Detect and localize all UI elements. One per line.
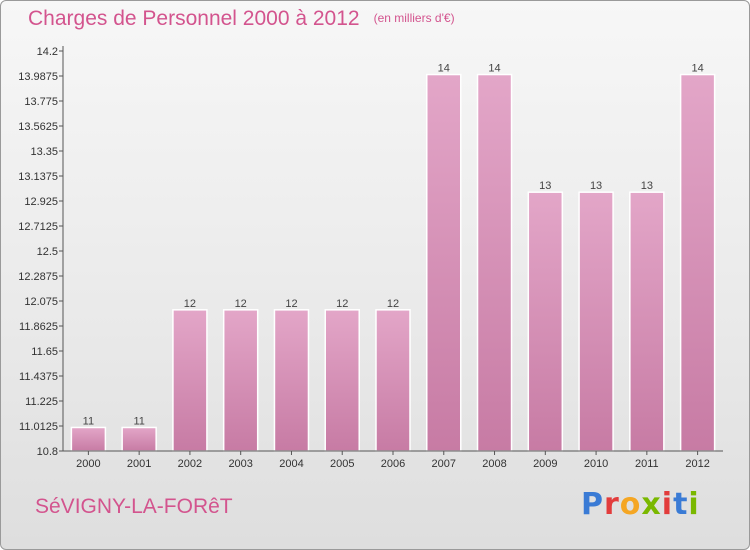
logo-letter: i (688, 487, 700, 522)
y-tick-label: 10.8 (37, 446, 58, 458)
y-tick-label: 13.1375 (18, 171, 58, 183)
y-tick-label: 11.65 (31, 346, 58, 358)
data-label: 12 (184, 298, 196, 310)
x-tick-label: 2008 (482, 458, 506, 470)
bar (70, 426, 107, 452)
x-tick-label: 2000 (76, 458, 100, 470)
data-label: 13 (641, 180, 653, 192)
y-tick-label: 11.8625 (19, 321, 58, 333)
y-tick-label: 11.0125 (19, 421, 58, 433)
data-label: 14 (438, 63, 450, 75)
chart-subtitle: (en milliers d'€) (373, 11, 455, 25)
data-label: 13 (590, 180, 602, 192)
x-tick-label: 2012 (685, 458, 709, 470)
y-tick-label: 13.775 (24, 96, 58, 108)
y-tick-label: 12.2875 (18, 271, 58, 283)
logo-letter: o (619, 487, 642, 522)
x-tick-label: 2002 (178, 458, 202, 470)
bar (679, 73, 716, 452)
bar (172, 309, 208, 452)
data-label: 12 (235, 298, 247, 310)
logo-letter: x (641, 487, 662, 522)
x-tick-label: 2007 (432, 458, 456, 470)
bar (426, 73, 462, 452)
data-label: 11 (133, 415, 144, 427)
chart-title: Charges de Personnel 2000 à 2012 (en mill… (28, 7, 455, 31)
data-label: 12 (387, 298, 399, 310)
x-tick-label: 2005 (330, 458, 354, 470)
y-tick-label: 12.925 (24, 196, 58, 208)
x-tick-label: 2010 (584, 458, 608, 470)
y-tick-label: 14.2 (37, 46, 58, 58)
x-tick-label: 2004 (279, 458, 303, 470)
bar (629, 191, 665, 452)
x-tick-label: 2009 (533, 458, 557, 470)
bar (476, 73, 513, 452)
y-tick-label: 12.7125 (18, 221, 58, 233)
x-tick-label: 2001 (127, 458, 151, 470)
y-tick-label: 13.5625 (18, 121, 58, 133)
x-tick-label: 2003 (228, 458, 252, 470)
data-label: 12 (285, 298, 297, 310)
bar (324, 309, 360, 452)
x-tick-label: 2011 (635, 458, 659, 470)
bar (273, 309, 310, 452)
data-label: 11 (83, 415, 94, 427)
y-tick-label: 11.225 (25, 396, 58, 408)
y-tick-label: 11.4375 (19, 371, 58, 383)
y-tick-label: 13.9875 (18, 71, 58, 83)
data-label: 14 (488, 63, 500, 75)
data-label: 13 (539, 180, 551, 192)
bar (222, 309, 259, 452)
bar (527, 191, 564, 452)
data-label: 14 (691, 63, 703, 75)
logo-letter: r (604, 487, 620, 522)
y-tick-label: 12.5 (37, 246, 58, 258)
y-tick-label: 12.075 (24, 296, 58, 308)
proxiti-logo: Proxiti (581, 487, 700, 522)
bar (375, 309, 411, 452)
logo-letter: i (661, 487, 674, 522)
data-label: 12 (336, 298, 348, 310)
x-tick-label: 2006 (381, 458, 405, 470)
bar (121, 426, 157, 452)
commune-name: SéVIGNY-LA-FORêT (35, 495, 233, 518)
logo-letter: t (673, 487, 689, 522)
y-tick-label: 13.35 (30, 146, 58, 158)
logo-letter: P (581, 487, 604, 522)
bar (578, 191, 614, 452)
title-text: Charges de Personnel 2000 à 2012 (28, 7, 360, 30)
